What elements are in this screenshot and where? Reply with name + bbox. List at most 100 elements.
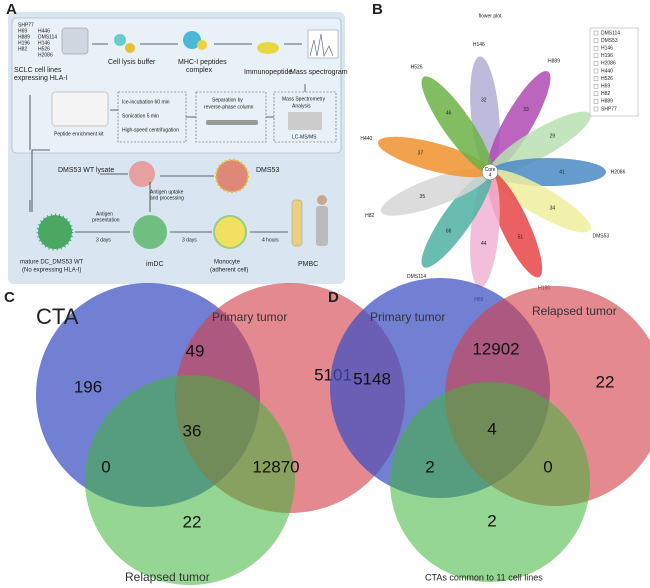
flower: 32 H146 33 H889 29 SHP77 41 H2086 34 DMS53 51 H196 4… bbox=[360, 42, 625, 303]
person-icon bbox=[317, 195, 327, 205]
venn-count: 49 bbox=[186, 341, 205, 360]
panel-label: A bbox=[6, 1, 17, 18]
label: DMS53 WT lysate bbox=[58, 167, 114, 174]
cell-line: H526 bbox=[38, 46, 50, 52]
mature-dc-icon bbox=[36, 213, 74, 251]
petal-count: 29 bbox=[550, 133, 556, 139]
legend-label: DMS53 bbox=[601, 38, 618, 44]
venn-count: 12902 bbox=[472, 339, 519, 358]
legend-label: H69 bbox=[601, 84, 610, 90]
label: PMBC bbox=[298, 261, 318, 268]
legend-label: H196 bbox=[601, 53, 613, 59]
mhc-icon bbox=[183, 31, 201, 49]
label: Antigen uptake bbox=[150, 189, 184, 195]
label: and processing bbox=[150, 195, 184, 201]
legend-label: SHP77 bbox=[601, 106, 617, 112]
cell-line: H69 bbox=[18, 28, 27, 34]
label: Immunopeptide bbox=[244, 69, 292, 76]
label: complex bbox=[186, 67, 213, 74]
label: Peptide enrichment kit bbox=[54, 131, 104, 137]
tube-icon bbox=[291, 199, 303, 247]
legend-label: H82 bbox=[601, 91, 610, 97]
legend-label: DMS114 bbox=[601, 30, 620, 36]
venn-count: 2 bbox=[425, 457, 434, 476]
petal bbox=[421, 76, 492, 173]
venn-count: 5148 bbox=[353, 369, 391, 388]
legend-label: H440 bbox=[601, 68, 613, 74]
petal-label: DMS114 bbox=[407, 274, 426, 280]
label: expressing HLA-I bbox=[14, 75, 68, 82]
lysis-icon bbox=[114, 34, 126, 46]
legend-label: H889 bbox=[601, 99, 613, 105]
person-icon bbox=[316, 206, 328, 246]
label: mature DC_DMS53 WT bbox=[20, 260, 84, 266]
flask-icon bbox=[61, 27, 89, 55]
label: reverse-phase column bbox=[204, 104, 254, 110]
petal-count: 41 bbox=[559, 169, 565, 175]
legend-swatch bbox=[593, 99, 599, 104]
cell-line: H146 bbox=[38, 40, 50, 46]
petal-count: 44 bbox=[481, 241, 487, 247]
petal-count: 46 bbox=[446, 110, 452, 116]
label: Ice-incubation 60 min bbox=[122, 99, 170, 105]
cell-line: SHP77 bbox=[18, 22, 34, 28]
petal-count: 37 bbox=[418, 151, 424, 157]
legend-swatch bbox=[593, 46, 599, 51]
chart-title: flower plot bbox=[479, 13, 502, 19]
cell-lines: SHP77 H69 H889 H196 H82 H446 DMS114 H146… bbox=[18, 22, 57, 58]
venn-set bbox=[390, 382, 590, 582]
petal bbox=[380, 168, 491, 216]
venn-count: 36 bbox=[183, 421, 202, 440]
panel-label: D bbox=[328, 289, 339, 306]
label: Mass Spectrometry bbox=[282, 96, 326, 102]
column-icon bbox=[206, 120, 258, 125]
petal-count: 33 bbox=[523, 107, 529, 113]
venn-count: 196 bbox=[74, 377, 102, 396]
venn-set bbox=[85, 375, 295, 585]
venn-count: 4 bbox=[487, 419, 496, 438]
petal-label: H82 bbox=[365, 213, 374, 219]
petal-label: H526 bbox=[411, 64, 423, 70]
petal bbox=[486, 171, 543, 278]
venn-count: 22 bbox=[183, 512, 202, 531]
mhc-icon bbox=[197, 40, 207, 50]
set-label: Primary tumor bbox=[370, 310, 445, 324]
legend-swatch bbox=[593, 38, 599, 43]
legend-swatch bbox=[593, 61, 599, 66]
petal bbox=[421, 171, 492, 268]
label: Sonication 5 min bbox=[122, 113, 159, 119]
label: 4 hours bbox=[262, 237, 279, 243]
label: High-speed centrifugation bbox=[122, 127, 179, 133]
venn-count: 12870 bbox=[252, 457, 299, 476]
ms-icon bbox=[288, 112, 322, 130]
legend-swatch bbox=[593, 53, 599, 58]
legend-label: H526 bbox=[601, 76, 613, 82]
legend-swatch bbox=[593, 91, 599, 97]
set-label: Relapsed tumor bbox=[125, 570, 210, 584]
imdc-icon bbox=[133, 215, 167, 249]
cell-line: H2086 bbox=[38, 52, 53, 58]
cell-line: H446 bbox=[38, 28, 50, 34]
petal bbox=[377, 136, 491, 178]
spectrum-line bbox=[309, 33, 334, 58]
label: Antigen bbox=[96, 211, 113, 217]
label: MHC-I peptides bbox=[178, 59, 227, 66]
label: presentation bbox=[92, 217, 120, 223]
petal bbox=[487, 71, 551, 173]
lysis-icon bbox=[125, 43, 135, 53]
core-label: Core bbox=[485, 167, 496, 173]
spectrum-icon bbox=[307, 29, 339, 59]
set-label: Relapsed tumor bbox=[532, 304, 617, 318]
label: LC-MS/MS bbox=[292, 134, 317, 140]
venn-count: 0 bbox=[101, 457, 110, 476]
legend-label: H146 bbox=[601, 46, 613, 52]
lysate-icon bbox=[129, 161, 155, 187]
petal-label: H2086 bbox=[611, 169, 626, 175]
label: (No expressing HLA-I) bbox=[22, 268, 81, 274]
cell-line: H196 bbox=[18, 40, 30, 46]
panel-label: C bbox=[4, 289, 15, 306]
legend-label: H2086 bbox=[601, 61, 616, 67]
core bbox=[481, 163, 499, 181]
